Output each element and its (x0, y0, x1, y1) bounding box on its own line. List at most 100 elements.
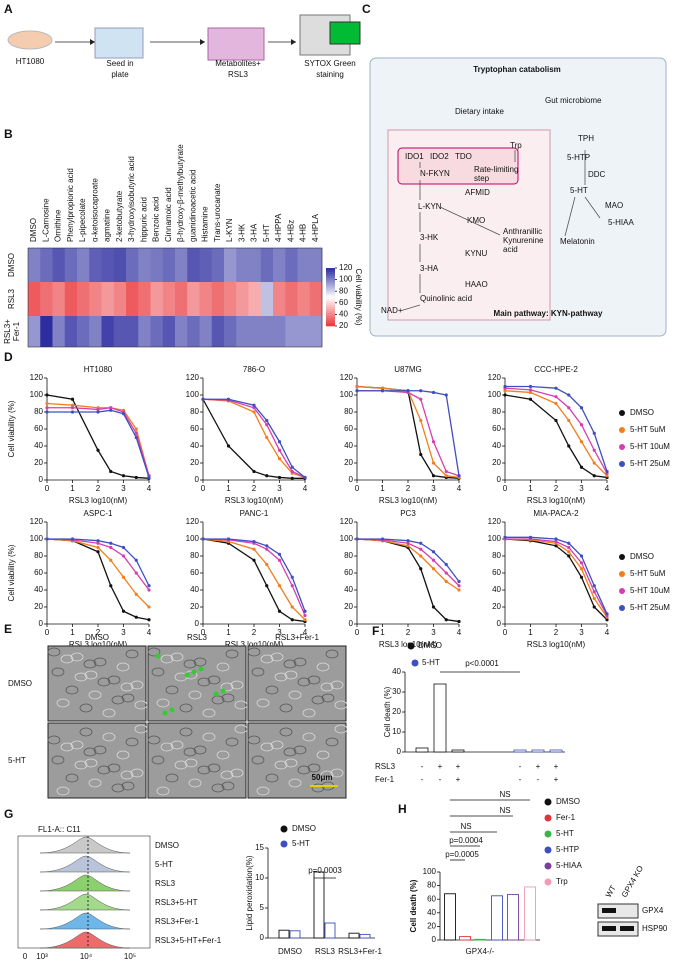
point (579, 567, 584, 571)
heat-cell (199, 248, 213, 282)
heat-cell (113, 248, 127, 282)
cell (221, 781, 235, 791)
y-tick-label: 0 (349, 619, 354, 628)
x-tick-label: 0 (45, 628, 50, 637)
sytox (191, 669, 197, 675)
sign: + (536, 762, 541, 771)
pathway-text: N-FKYN (420, 169, 450, 178)
colorbar-tick-label: 40 (339, 310, 348, 319)
point (444, 618, 448, 622)
colorbar-step (326, 279, 335, 282)
cell (288, 690, 302, 700)
heat-cell (77, 282, 90, 316)
pathway-text: DDC (588, 170, 606, 179)
cell (234, 700, 248, 710)
y-tick-label: 0 (397, 747, 402, 756)
heat-cell (260, 316, 274, 347)
point (444, 469, 448, 474)
heat-cell (199, 282, 213, 316)
colorbar-step (326, 306, 335, 309)
cell (297, 677, 311, 687)
x-tick-label: 2 (252, 484, 257, 493)
point (503, 393, 507, 397)
y-tick-label: 40 (190, 441, 199, 450)
legend-label: 5-HIAA (556, 861, 582, 870)
sytox (213, 691, 219, 697)
x-tick-label: 4 (147, 628, 152, 637)
x-tick-label: 4 (303, 628, 308, 637)
y-tick-label: 20 (344, 602, 353, 611)
row-label: Fer-1 (375, 775, 395, 784)
pathway-text: AFMID (465, 188, 490, 197)
legend-label: DMSO (556, 797, 580, 806)
heat-cell (64, 282, 78, 316)
step-label: staining (316, 70, 344, 79)
heat-cell (126, 282, 139, 316)
cell (202, 732, 216, 742)
cell (174, 760, 188, 770)
cell (207, 763, 221, 773)
colorbar-step (326, 275, 335, 278)
pathway-text: Gut microbiome (545, 96, 602, 105)
heat-cell (175, 316, 188, 347)
pathway-arrow (439, 206, 501, 236)
pathway-text: Main pathway: KYN-pathway (494, 309, 603, 318)
heat-cell (113, 282, 127, 316)
y-tick-label: 60 (190, 424, 199, 433)
plate (207, 27, 265, 61)
pathway-text: IDO2 (430, 152, 449, 161)
arrow-head (200, 39, 205, 45)
legend-marker (407, 642, 415, 650)
point (457, 588, 461, 592)
bar (513, 749, 527, 753)
panel-label: A (4, 2, 13, 16)
x-tick-label: 4 (147, 484, 152, 493)
point (277, 457, 282, 461)
cell (47, 735, 61, 745)
colorbar-step (326, 295, 335, 298)
bar (359, 933, 371, 939)
colorbar-step (326, 287, 335, 290)
cell (120, 682, 134, 692)
cell (84, 670, 98, 680)
cell (179, 727, 193, 737)
x-tick-label: 2 (554, 484, 559, 493)
cell (302, 732, 316, 742)
x-tick-label: 4 (605, 628, 610, 637)
column-label: hippuric acid (139, 197, 148, 242)
bar (444, 893, 456, 941)
y-tick-label: 15 (255, 843, 264, 852)
bar (278, 929, 290, 939)
y-tick-label: 80 (344, 407, 353, 416)
y-tick-label: 0 (260, 933, 265, 942)
legend-label: DMSO (292, 824, 316, 833)
point (70, 410, 75, 414)
point (201, 537, 205, 541)
legend-marker (619, 554, 625, 560)
pathway-arrow (564, 196, 576, 237)
step-label: Seed in (106, 59, 133, 68)
y-tick-label: 20 (427, 922, 436, 931)
column-label: DMSO (85, 633, 109, 642)
heat-cell (28, 248, 41, 282)
histogram (39, 836, 131, 854)
panel-label: E (4, 622, 12, 636)
point (419, 567, 423, 571)
point (252, 547, 256, 551)
row-label: DMSO (7, 253, 16, 277)
point (419, 397, 423, 401)
pathway-text: Anthranillic (503, 227, 542, 236)
legend-marker (619, 571, 625, 577)
cell (121, 781, 135, 791)
sytox (155, 653, 161, 659)
cell (125, 737, 139, 747)
colorbar-step (326, 283, 335, 286)
step-label: RSL3 (228, 70, 249, 79)
cell (321, 693, 335, 703)
cell (60, 654, 74, 664)
legend-label: 5-HT (292, 839, 310, 848)
legend-marker (544, 878, 552, 886)
flow-title: FL1-A:: C11 (38, 825, 81, 834)
point (134, 435, 138, 440)
point (147, 605, 151, 609)
